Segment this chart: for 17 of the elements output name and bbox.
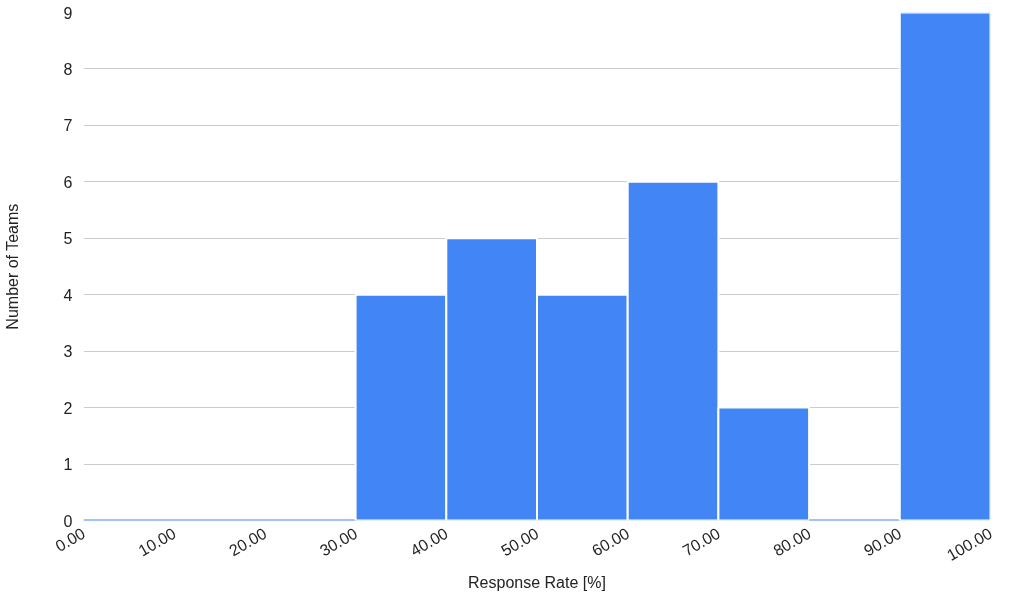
y-tick-label: 5 [63,230,73,248]
y-tick-label: 3 [63,343,73,361]
x-tick-label: 60.00 [589,524,633,560]
x-tick-label: 90.00 [861,524,905,560]
y-tick-label: 6 [63,173,73,191]
y-tick-label: 1 [63,456,73,474]
y-tick-label: 0 [63,512,73,530]
y-tick-label: 7 [63,117,73,135]
y-tick-label: 8 [63,60,73,78]
x-tick-label: 70.00 [679,524,723,560]
x-axis-title: Response Rate [%] [468,574,606,592]
x-tick-label: 30.00 [316,524,361,560]
x-tick-label: 40.00 [407,524,451,560]
y-tick-label: 2 [63,399,73,417]
y-tick-label: 4 [63,286,73,304]
y-tick-label: 9 [63,4,73,22]
y-axis-title: Number of Teams [3,203,21,330]
